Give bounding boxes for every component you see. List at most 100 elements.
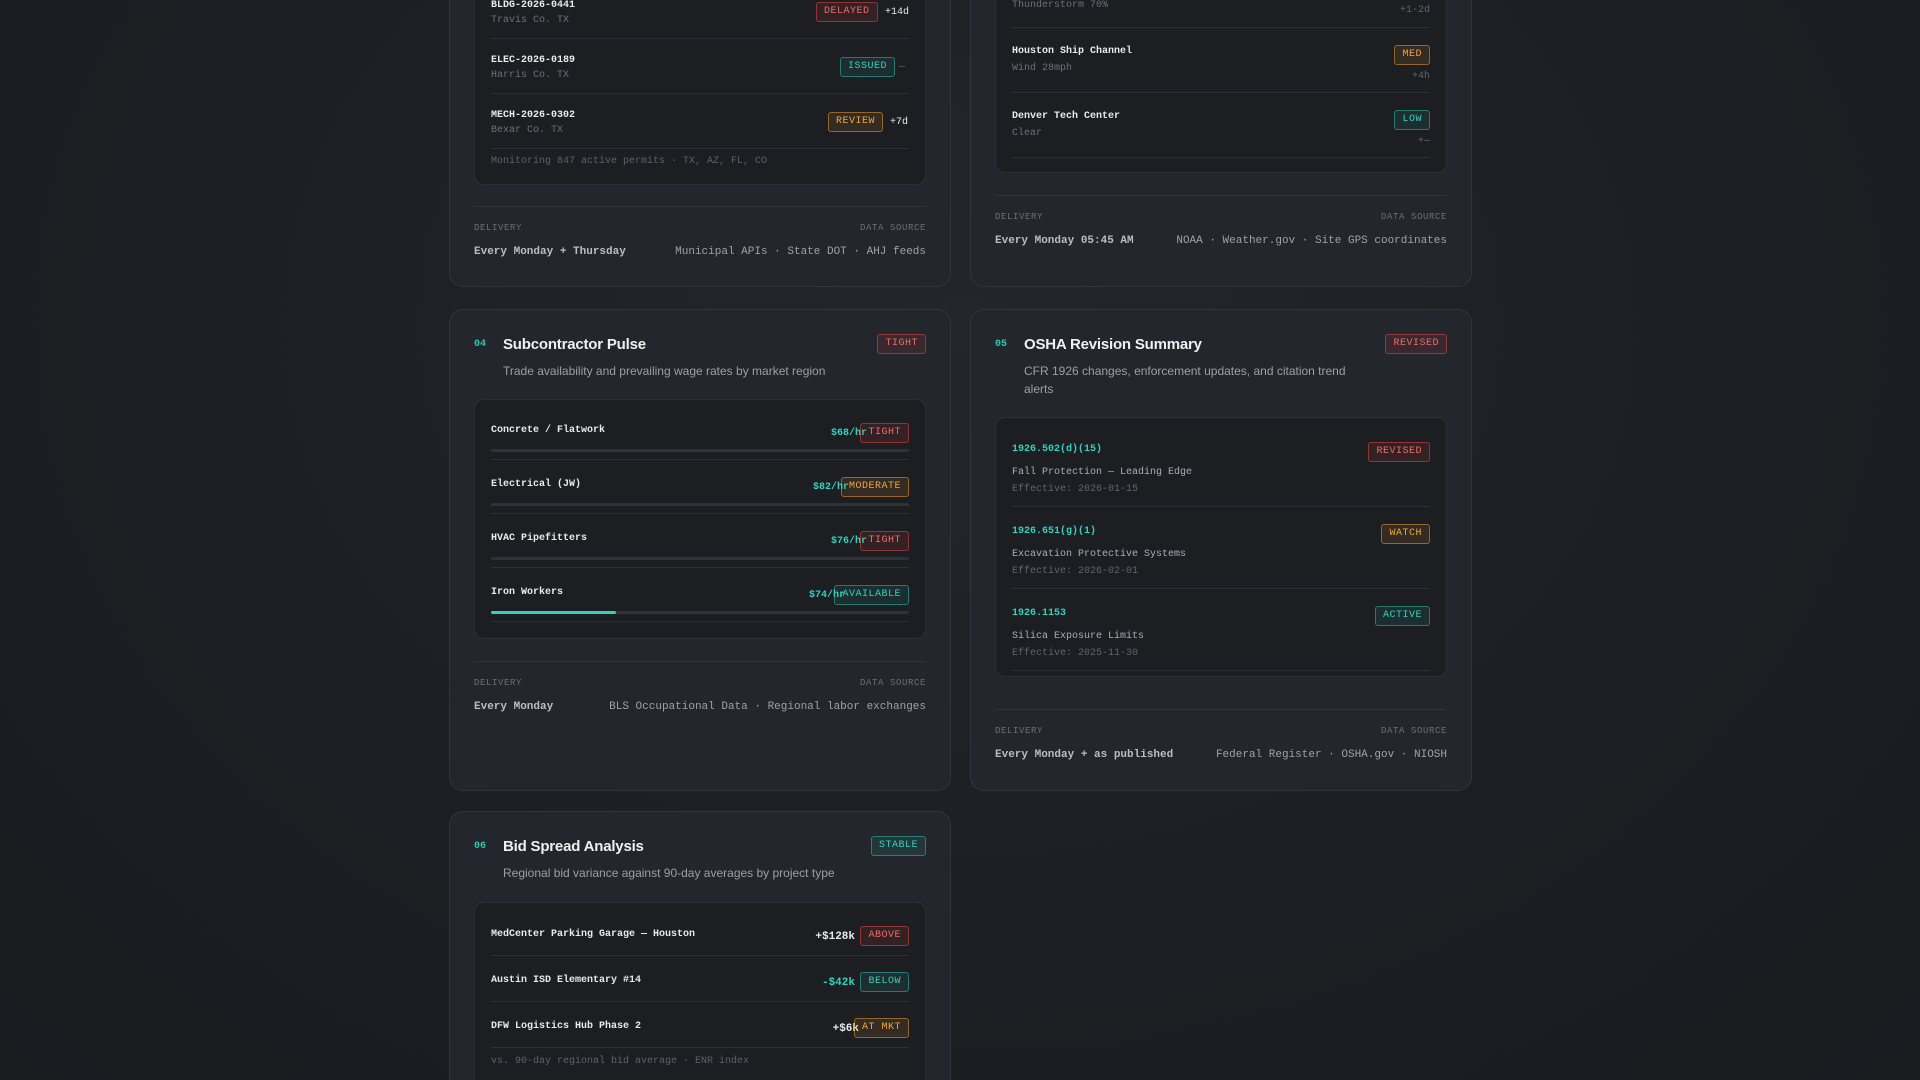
weather-condition: Thunderstorm 70% [1012, 0, 1109, 11]
divider [491, 93, 909, 94]
project-name: Austin ISD Elementary #14 [491, 975, 642, 986]
effective-date: Effective: 2025-11-30 [1012, 648, 1139, 659]
card-title: Subcontractor Pulse [503, 336, 646, 353]
risk-badge: MED [1394, 45, 1430, 65]
delivery-label: DELIVERY [474, 223, 523, 233]
divider [1012, 27, 1430, 28]
availability-bar-fill [491, 611, 617, 614]
divider [491, 513, 909, 514]
regulation-status-badge: REVISED [1368, 442, 1430, 462]
weather-condition: Clear [1012, 128, 1043, 139]
regulation-status-badge: WATCH [1381, 524, 1430, 544]
trade-name: Iron Workers [491, 587, 564, 598]
data-source-label: DATA SOURCE [1380, 726, 1447, 736]
availability-bar [491, 449, 909, 452]
data-source-value: NOAA · Weather.gov · Site GPS coordinate… [1176, 235, 1447, 247]
trade-name: HVAC Pipefitters [491, 533, 588, 544]
card-number: 04 [474, 339, 487, 350]
weather-delay: +4h [1411, 71, 1430, 82]
weather-delay: +1-2d [1399, 5, 1430, 16]
card-subtitle-cont: alerts [1024, 382, 1054, 396]
bid-variance: -$42k [821, 977, 855, 989]
permit-id: MECH-2026-0302 [491, 110, 576, 121]
status-badge: REVIEW [828, 112, 884, 132]
divider [491, 459, 909, 460]
delivery-label: DELIVERY [995, 212, 1044, 222]
regulation-list-panel: 1926.502(d)(15) Fall Protection — Leadin… [995, 417, 1447, 677]
data-source-value: Federal Register · OSHA.gov · NIOSH [1215, 749, 1447, 761]
card-subtitle: Regional bid variance against 90-day ave… [503, 866, 835, 880]
divider [1012, 157, 1430, 158]
divider [1012, 506, 1430, 507]
card-title: Bid Spread Analysis [503, 838, 644, 855]
divider [1012, 588, 1430, 589]
availability-badge: MODERATE [840, 477, 909, 497]
permit-delta: — [899, 62, 906, 73]
permit-delta: +14d [885, 7, 910, 18]
permit-tracker-card: BLDG-2026-0441 Travis Co. TX DELAYED +14… [449, 0, 951, 287]
delivery-label: DELIVERY [474, 678, 523, 688]
divider [491, 567, 909, 568]
regulation-desc: Silica Exposure Limits [1012, 631, 1145, 642]
divider [491, 38, 909, 39]
subcontractor-pulse-card: 04 Subcontractor Pulse TIGHT Trade avail… [449, 309, 951, 791]
permit-id: ELEC-2026-0189 [491, 55, 576, 66]
data-source-label: DATA SOURCE [859, 678, 926, 688]
risk-badge: LOW [1394, 110, 1430, 130]
availability-badge: TIGHT [860, 531, 909, 551]
delivery-value: Every Monday + Thursday [474, 246, 626, 258]
divider [491, 1047, 909, 1048]
wage-rate: $76/hr [830, 536, 867, 547]
footer-divider [995, 709, 1447, 710]
regulation-code: 1926.651(g)(1) [1012, 526, 1097, 537]
permit-county: Harris Co. TX [491, 70, 570, 81]
availability-badge: AVAILABLE [834, 585, 909, 605]
data-source-label: DATA SOURCE [859, 223, 926, 233]
divider [491, 621, 909, 622]
card-status-badge: REVISED [1385, 334, 1447, 354]
bid-variance: +$128k [815, 931, 855, 943]
card-title: OSHA Revision Summary [1024, 336, 1202, 353]
divider [1012, 92, 1430, 93]
bid-list-panel: MedCenter Parking Garage — Houston +$128… [474, 902, 926, 1080]
availability-bar [491, 611, 909, 614]
permit-county: Bexar Co. TX [491, 125, 564, 136]
card-number: 06 [474, 841, 487, 852]
wage-rate: $68/hr [830, 428, 867, 439]
permit-id: BLDG-2026-0441 [491, 0, 576, 11]
data-source-value: BLS Occupational Data · Regional labor e… [609, 701, 926, 713]
regulation-desc: Excavation Protective Systems [1012, 549, 1187, 560]
osha-revision-card: 05 OSHA Revision Summary REVISED CFR 192… [970, 309, 1472, 791]
project-name: DFW Logistics Hub Phase 2 [491, 1021, 642, 1032]
permit-list-panel: BLDG-2026-0441 Travis Co. TX DELAYED +14… [474, 0, 926, 185]
bid-average-note: vs. 90-day regional bid average · ENR in… [491, 1056, 750, 1067]
availability-badge: TIGHT [860, 423, 909, 443]
permit-delta: +7d [890, 117, 909, 128]
delivery-value: Every Monday + as published [995, 749, 1174, 761]
variance-badge: ABOVE [860, 926, 909, 946]
data-source-value: Municipal APIs · State DOT · AHJ feeds [675, 246, 926, 258]
regulation-code: 1926.502(d)(15) [1012, 444, 1103, 455]
variance-badge: BELOW [860, 972, 909, 992]
weather-risk-card: Thunderstorm 70% +1-2d Houston Ship Chan… [970, 0, 1472, 287]
regulation-code: 1926.1153 [1012, 608, 1067, 619]
card-number: 05 [995, 339, 1008, 350]
permit-county: Travis Co. TX [491, 15, 570, 26]
variance-badge: AT MKT [853, 1018, 909, 1038]
divider [1012, 670, 1430, 671]
project-name: MedCenter Parking Garage — Houston [491, 929, 696, 940]
trade-name: Electrical (JW) [491, 479, 582, 490]
weather-list-panel: Thunderstorm 70% +1-2d Houston Ship Chan… [995, 0, 1447, 173]
divider [491, 1001, 909, 1002]
card-subtitle: Trade availability and prevailing wage r… [503, 364, 826, 378]
weather-condition: Wind 28mph [1012, 63, 1073, 74]
bid-spread-card: 06 Bid Spread Analysis STABLE Regional b… [449, 811, 951, 1080]
availability-bar [491, 503, 909, 506]
footer-divider [474, 206, 926, 207]
divider [491, 955, 909, 956]
data-source-label: DATA SOURCE [1380, 212, 1447, 222]
site-name: Denver Tech Center [1012, 111, 1121, 122]
weather-delay: +— [1417, 136, 1430, 147]
permit-monitor-note: Monitoring 847 active permits · TX, AZ, … [491, 156, 768, 167]
divider [491, 148, 909, 149]
